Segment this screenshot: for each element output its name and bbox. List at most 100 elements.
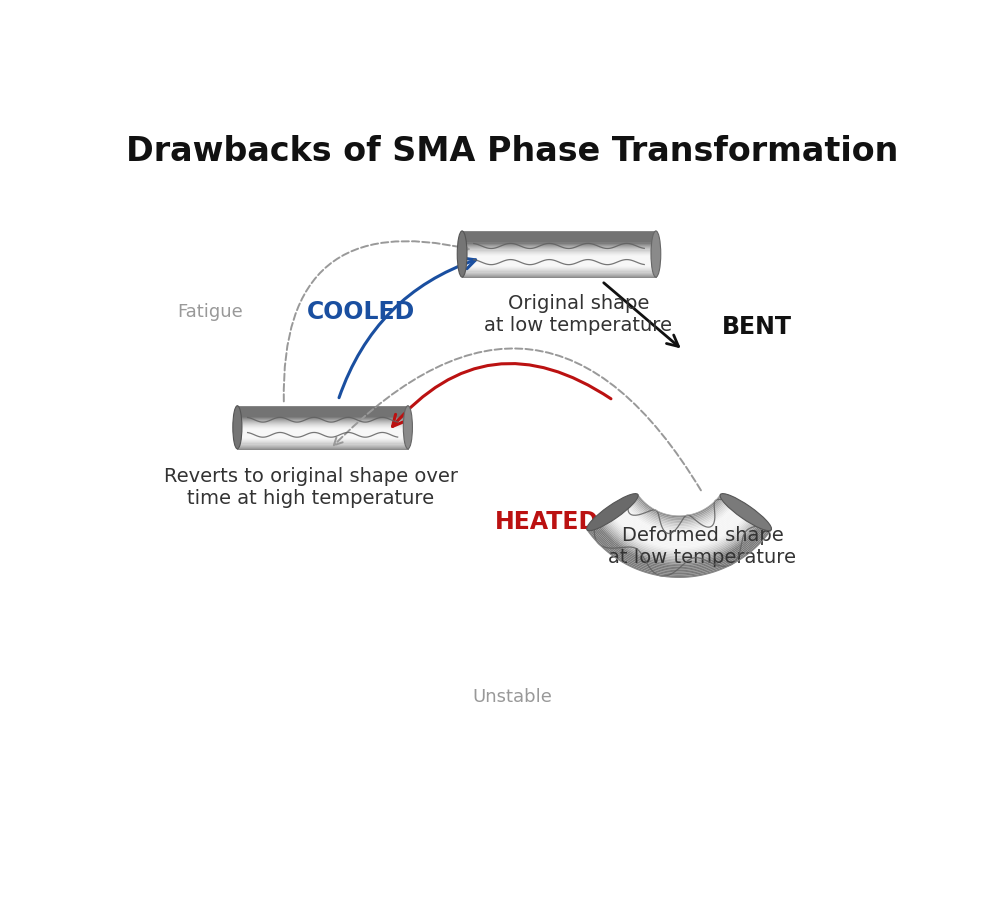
Polygon shape <box>237 407 408 408</box>
Polygon shape <box>237 441 408 442</box>
Polygon shape <box>462 263 656 264</box>
Polygon shape <box>637 494 722 517</box>
Polygon shape <box>237 412 408 414</box>
Polygon shape <box>462 235 656 236</box>
Polygon shape <box>462 254 656 255</box>
Polygon shape <box>237 405 408 407</box>
Polygon shape <box>237 409 408 410</box>
Polygon shape <box>462 269 656 271</box>
Polygon shape <box>462 232 656 233</box>
Polygon shape <box>590 527 769 574</box>
Ellipse shape <box>233 405 242 448</box>
Text: Deformed shape
at low temperature: Deformed shape at low temperature <box>608 525 796 567</box>
Polygon shape <box>462 239 656 240</box>
Ellipse shape <box>651 231 661 277</box>
Polygon shape <box>618 508 741 540</box>
Polygon shape <box>625 503 733 531</box>
Polygon shape <box>602 518 756 559</box>
Polygon shape <box>237 433 408 434</box>
Polygon shape <box>606 515 752 555</box>
Polygon shape <box>605 516 753 556</box>
Polygon shape <box>630 499 728 525</box>
Polygon shape <box>462 261 656 262</box>
Polygon shape <box>634 496 724 521</box>
Polygon shape <box>237 425 408 426</box>
Polygon shape <box>237 426 408 427</box>
Polygon shape <box>237 417 408 419</box>
Polygon shape <box>237 420 408 421</box>
Polygon shape <box>607 514 751 553</box>
Polygon shape <box>635 495 723 519</box>
Polygon shape <box>237 419 408 420</box>
Polygon shape <box>462 257 656 258</box>
Text: BENT: BENT <box>722 315 792 339</box>
Polygon shape <box>237 442 408 444</box>
Polygon shape <box>237 444 408 445</box>
Polygon shape <box>237 435 408 436</box>
Polygon shape <box>462 260 656 261</box>
Polygon shape <box>611 513 747 548</box>
Polygon shape <box>237 429 408 430</box>
Ellipse shape <box>587 493 638 531</box>
Text: COOLED: COOLED <box>307 300 416 324</box>
Polygon shape <box>620 506 738 537</box>
Polygon shape <box>237 427 408 428</box>
Polygon shape <box>462 259 656 260</box>
Polygon shape <box>462 245 656 246</box>
Polygon shape <box>462 231 656 232</box>
Polygon shape <box>237 421 408 422</box>
Polygon shape <box>462 238 656 239</box>
Polygon shape <box>237 410 408 411</box>
Text: HEATED: HEATED <box>495 510 599 534</box>
Polygon shape <box>612 512 746 547</box>
Polygon shape <box>462 237 656 238</box>
Polygon shape <box>237 430 408 432</box>
Polygon shape <box>598 521 760 564</box>
Polygon shape <box>462 273 656 275</box>
Polygon shape <box>595 524 764 569</box>
Polygon shape <box>462 247 656 249</box>
Polygon shape <box>462 241 656 242</box>
Polygon shape <box>628 501 731 528</box>
Polygon shape <box>632 498 727 524</box>
Polygon shape <box>626 502 732 530</box>
Polygon shape <box>237 437 408 438</box>
Polygon shape <box>462 249 656 250</box>
Polygon shape <box>462 233 656 235</box>
Polygon shape <box>462 267 656 268</box>
Polygon shape <box>587 529 771 578</box>
Polygon shape <box>237 423 408 424</box>
Polygon shape <box>633 497 725 522</box>
Polygon shape <box>623 504 736 535</box>
Polygon shape <box>237 436 408 437</box>
Polygon shape <box>462 266 656 267</box>
Polygon shape <box>629 500 729 526</box>
Polygon shape <box>462 272 656 273</box>
Polygon shape <box>600 520 758 562</box>
Polygon shape <box>614 511 745 545</box>
Polygon shape <box>237 440 408 441</box>
Polygon shape <box>462 255 656 257</box>
Polygon shape <box>237 414 408 415</box>
Polygon shape <box>592 525 766 571</box>
Polygon shape <box>619 507 739 539</box>
Text: Unstable: Unstable <box>473 688 552 706</box>
Polygon shape <box>462 244 656 245</box>
Polygon shape <box>237 446 408 447</box>
Polygon shape <box>462 276 656 277</box>
Polygon shape <box>597 522 761 565</box>
Polygon shape <box>237 408 408 409</box>
Text: Fatigue: Fatigue <box>177 303 243 321</box>
Polygon shape <box>237 424 408 425</box>
Polygon shape <box>462 264 656 266</box>
Polygon shape <box>462 250 656 252</box>
Polygon shape <box>604 517 755 558</box>
Polygon shape <box>237 416 408 417</box>
Polygon shape <box>624 503 734 533</box>
Polygon shape <box>237 422 408 423</box>
Polygon shape <box>462 275 656 276</box>
Polygon shape <box>237 439 408 440</box>
Polygon shape <box>593 525 765 569</box>
Polygon shape <box>237 415 408 416</box>
Polygon shape <box>462 246 656 247</box>
